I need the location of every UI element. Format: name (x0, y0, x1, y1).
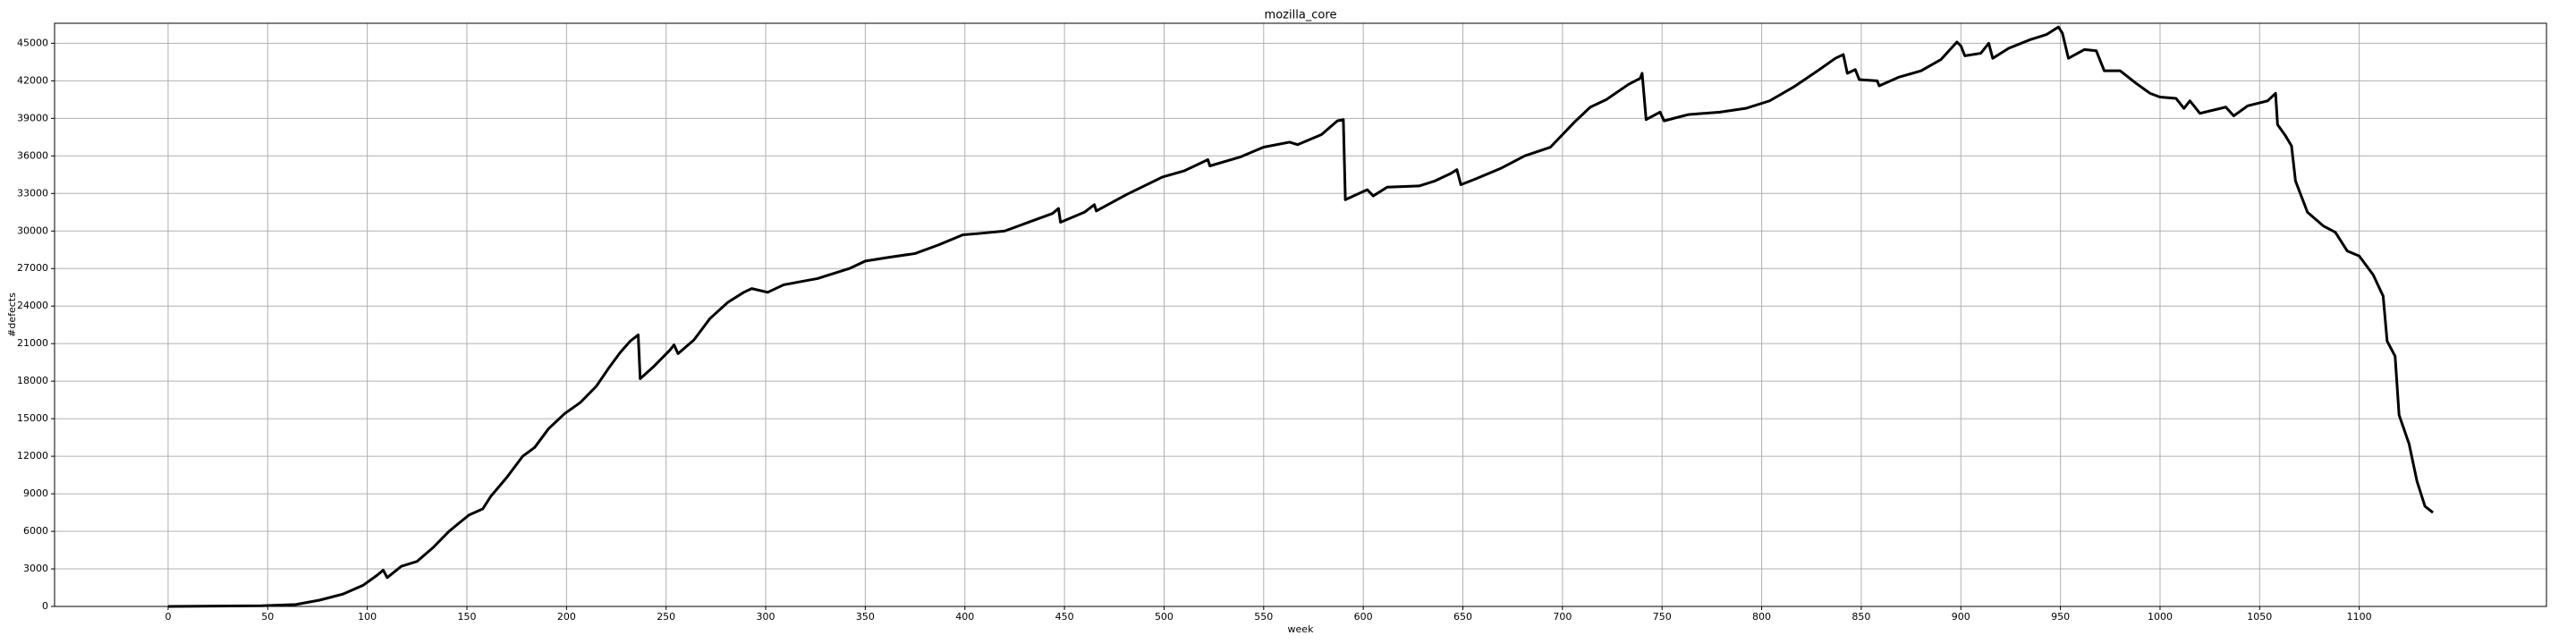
y-tick-label: 45000 (17, 37, 48, 48)
y-axis-label: #defects (6, 292, 18, 337)
plot-frame (54, 22, 2547, 607)
x-tick-label: 150 (457, 611, 476, 623)
x-tick-label: 850 (1852, 611, 1870, 623)
y-tick-label: 24000 (17, 300, 48, 311)
y-tick-label: 33000 (17, 187, 48, 199)
data-line (167, 25, 2434, 608)
x-axis-label: week (1288, 623, 1315, 635)
x-tick-label: 900 (1952, 611, 1970, 623)
x-tick-label: 650 (1453, 611, 1472, 623)
chart-title: mozilla_core (1265, 9, 1337, 22)
y-tick-label: 18000 (17, 375, 48, 386)
x-tick-label: 1000 (2148, 611, 2173, 623)
y-tick-label: 9000 (23, 487, 48, 499)
x-tick-label: 600 (1354, 611, 1373, 623)
x-tick-label: 550 (1254, 611, 1273, 623)
x-tick-label: 400 (955, 611, 974, 623)
y-tick-label: 12000 (17, 450, 48, 462)
y-tick-label: 42000 (17, 74, 48, 86)
x-tick-label: 450 (1055, 611, 1074, 623)
y-tick-label: 3000 (23, 563, 48, 574)
y-tick-label: 6000 (23, 525, 48, 537)
x-tick-label: 1100 (2347, 611, 2372, 623)
x-tick-label: 0 (165, 611, 171, 623)
y-tick-label: 27000 (17, 262, 48, 274)
y-tick-label: 21000 (17, 337, 48, 349)
y-tick-label: 30000 (17, 225, 48, 236)
x-tick-label: 700 (1553, 611, 1572, 623)
x-tick-label: 200 (557, 611, 576, 623)
x-tick-label: 300 (757, 611, 775, 623)
y-tick-label: 0 (42, 600, 48, 612)
x-tick-label: 750 (1653, 611, 1672, 623)
x-tick-label: 50 (261, 611, 274, 623)
x-tick-label: 500 (1155, 611, 1174, 623)
x-tick-label: 950 (2051, 611, 2070, 623)
x-tick-label: 100 (358, 611, 377, 623)
x-tick-label: 800 (1752, 611, 1771, 623)
y-tick-label: 15000 (17, 412, 48, 424)
x-tick-label: 1050 (2247, 611, 2272, 623)
x-tick-label: 250 (657, 611, 675, 623)
y-tick-label: 39000 (17, 112, 48, 123)
y-tick-label: 36000 (17, 149, 48, 161)
x-tick-label: 350 (856, 611, 875, 623)
